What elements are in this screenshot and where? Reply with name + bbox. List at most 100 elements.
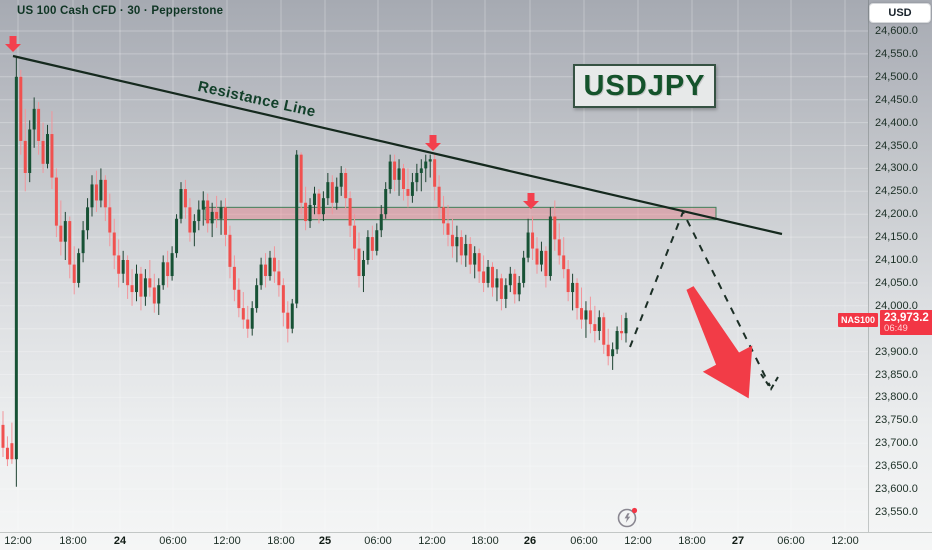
candle-body <box>624 318 628 334</box>
time-axis-label: 18:00 <box>471 535 499 547</box>
candle-body <box>103 179 107 208</box>
projection-arrowhead <box>760 373 779 391</box>
down-arrow-marker[interactable] <box>5 36 21 52</box>
candle-body <box>393 161 397 180</box>
time-axis-label: 18:00 <box>59 535 87 547</box>
pair-label-text: USDJPY <box>583 69 706 102</box>
pair-label-box[interactable]: USDJPY <box>573 64 716 108</box>
candle-body <box>410 182 414 196</box>
candle-body <box>94 184 98 201</box>
candle-body <box>602 317 606 345</box>
candle-body <box>135 273 138 293</box>
candle-body <box>442 207 446 224</box>
candle-body <box>152 287 156 304</box>
candle-body <box>402 168 405 190</box>
candle-body <box>437 186 441 208</box>
candle-body <box>206 200 210 224</box>
price-axis-label: 24,150.0 <box>875 231 918 244</box>
candle-body <box>517 282 521 295</box>
candle-body <box>215 211 219 219</box>
candle-body <box>179 189 183 219</box>
candle-body <box>455 237 459 247</box>
candle-body <box>526 232 530 258</box>
candle-body <box>175 218 179 254</box>
candle-body <box>68 221 72 265</box>
candle-body <box>286 312 290 329</box>
time-axis-label: 12:00 <box>624 535 652 547</box>
candle-body <box>255 285 259 309</box>
candle-body <box>237 289 241 309</box>
candle-body <box>330 182 334 203</box>
time-axis-label: 18:00 <box>267 535 295 547</box>
candle-body <box>77 253 81 283</box>
candle-body <box>353 225 357 249</box>
candle-body <box>535 248 539 265</box>
price-axis[interactable]: 24,600.0 24,550.0 24,500.0 24,450.0 24,400.0… <box>869 0 932 532</box>
candle-body <box>482 271 486 283</box>
candle-body <box>344 172 348 199</box>
supply-zone[interactable] <box>204 206 717 221</box>
candle-body <box>143 278 147 297</box>
time-axis-label: 12:00 <box>4 535 32 547</box>
candle-body <box>28 129 32 173</box>
candle-body <box>562 255 566 270</box>
candle-body <box>575 282 579 309</box>
candle-body <box>139 273 143 297</box>
candle-body <box>241 308 245 320</box>
candle-body <box>197 209 201 222</box>
down-arrow-marker[interactable] <box>523 193 539 209</box>
candle-body <box>553 216 557 240</box>
candle-body <box>468 243 472 265</box>
candle-body <box>117 255 121 274</box>
candle-body <box>593 324 597 331</box>
candle-body <box>250 308 254 329</box>
candle-body <box>366 237 370 260</box>
candle-body <box>46 134 49 164</box>
candle-body <box>580 308 583 320</box>
candle-body <box>86 207 90 231</box>
candle-body <box>304 202 308 222</box>
resistance-trendline[interactable] <box>12 54 783 236</box>
last-price-badge[interactable]: NAS100 23,973.2 06:49 <box>838 310 932 336</box>
candle-body <box>121 260 125 274</box>
candle-body <box>130 285 134 293</box>
candle-body <box>63 221 67 242</box>
candle-body <box>41 140 45 164</box>
candle-body <box>486 266 490 283</box>
price-axis-label: 24,050.0 <box>875 276 918 289</box>
candle-body <box>606 344 610 357</box>
price-axis-label: 24,550.0 <box>875 47 918 60</box>
candle-body <box>357 248 361 277</box>
candle-body <box>290 303 294 329</box>
candle-body <box>148 278 152 288</box>
candle-body <box>295 154 299 304</box>
candle-body <box>539 250 543 265</box>
candle-body <box>406 189 410 196</box>
candle-body <box>99 179 103 201</box>
candle-body <box>388 161 392 190</box>
candle-body <box>183 189 187 208</box>
candle-body <box>321 198 325 215</box>
candle-body <box>477 253 481 272</box>
price-axis-label: 24,400.0 <box>875 116 918 129</box>
candle-body <box>313 193 316 206</box>
currency-button[interactable]: USD <box>869 3 931 23</box>
down-arrow-marker[interactable] <box>425 135 441 151</box>
projection-path[interactable] <box>629 209 771 387</box>
market-status-icon[interactable] <box>615 505 641 531</box>
candle-body <box>23 140 27 173</box>
price-axis-label: 24,500.0 <box>875 70 918 83</box>
candle-body <box>504 285 508 299</box>
candle-body <box>277 271 281 286</box>
candle-body <box>126 260 130 286</box>
candle-body <box>375 230 379 251</box>
time-axis[interactable]: 12:00 18:00 24 06:00 12:00 18:00 25 06:00 12:00 1… <box>0 533 932 550</box>
price-axis-label: 23,650.0 <box>875 460 918 473</box>
candle-body <box>379 214 383 231</box>
candle-body <box>450 234 454 247</box>
candle-body <box>495 278 499 288</box>
big-sell-arrow[interactable] <box>665 275 773 412</box>
candle-body <box>464 243 468 256</box>
candle-body <box>415 172 419 183</box>
